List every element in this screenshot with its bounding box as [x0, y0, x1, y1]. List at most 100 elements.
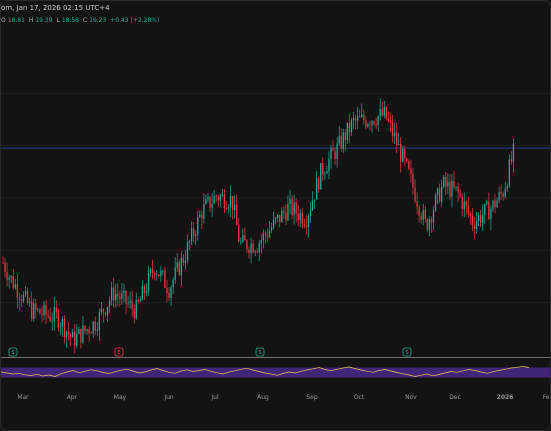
candle-up [190, 228, 193, 242]
candle-up [37, 309, 39, 310]
close-value: 19.23 [89, 17, 107, 24]
candle-up [477, 215, 480, 222]
candle-down [500, 192, 502, 194]
candle-up [172, 279, 174, 288]
candle-down [119, 296, 121, 299]
candle-up [490, 208, 492, 220]
candle-up [250, 243, 252, 254]
candle-up [496, 200, 498, 208]
time-axis-label: 2026 [497, 394, 514, 401]
candle-up [78, 328, 80, 334]
time-axis-label: Jun [163, 394, 174, 401]
candle-up [463, 201, 465, 210]
change-value: +0.43 (+2.28%) [110, 17, 160, 24]
candle-up [383, 106, 385, 116]
candle-down [410, 168, 412, 174]
candle-up [402, 149, 404, 162]
candle-up [221, 194, 223, 196]
candle-up [51, 320, 53, 322]
candle-up [443, 176, 445, 187]
open-value: 18.81 [7, 17, 25, 24]
candle-down [244, 235, 246, 241]
candle-up [227, 207, 230, 209]
candle-up [320, 163, 322, 190]
candle-down [152, 269, 154, 274]
candle-down [473, 225, 476, 229]
candle-up [139, 299, 141, 302]
time-axis-label: May [114, 394, 127, 401]
candle-down [217, 196, 219, 201]
candle-down [47, 314, 49, 317]
candle-down [223, 194, 226, 209]
candle-down [18, 297, 21, 300]
candle-down [80, 328, 82, 343]
candle-up [121, 293, 123, 299]
candle-down [348, 122, 351, 133]
candle-down [117, 293, 119, 297]
candle-up [455, 186, 457, 188]
candle-up [508, 159, 510, 186]
candle-down [469, 213, 472, 216]
time-axis-label: Oct [354, 394, 365, 401]
indicator-line [1, 366, 530, 377]
candle-down [16, 284, 18, 298]
candle-down [461, 196, 463, 210]
candle-down [74, 331, 76, 346]
candle-up [65, 331, 68, 338]
event-badge [255, 347, 265, 357]
candle-down [6, 272, 8, 280]
candle-up [270, 227, 273, 231]
candle-up [289, 198, 291, 205]
candle-up [123, 290, 125, 294]
candle-down [373, 121, 375, 124]
candle-up [482, 215, 484, 223]
candle-up [186, 242, 189, 261]
candle-down [201, 214, 203, 219]
candle-down [439, 188, 441, 202]
candle-down [31, 301, 33, 319]
candle-down [395, 132, 398, 145]
candle-up [170, 287, 172, 298]
candle-down [248, 249, 250, 254]
candle-up [342, 132, 344, 149]
candle-down [113, 287, 115, 301]
time-axis-label: Aug [257, 394, 269, 401]
candle-up [213, 196, 215, 204]
candle-up [8, 277, 10, 280]
candle-up [492, 200, 494, 209]
candle-down [70, 334, 72, 338]
candle-down [49, 316, 51, 322]
candle-up [174, 267, 176, 280]
time-axis-label: Nov [405, 394, 417, 401]
candle-down [471, 215, 474, 226]
indicator-band [1, 367, 550, 378]
candle-up [277, 214, 279, 218]
candle-up [145, 291, 148, 293]
candle-up [367, 124, 369, 127]
time-axis-label: Feb [543, 394, 551, 401]
time-axis-label: Jul [210, 394, 219, 401]
event-badge-letter: S [258, 350, 261, 356]
candle-down [297, 213, 299, 221]
candle-down [164, 270, 166, 288]
candle-down [215, 196, 217, 197]
candle-up [506, 185, 508, 189]
candle-down [133, 308, 135, 319]
candle-up [106, 306, 109, 315]
candle-down [279, 214, 281, 223]
candle-down [41, 313, 43, 316]
candle-down [104, 312, 107, 315]
candle-down [457, 186, 459, 193]
candle-down [20, 299, 23, 302]
candle-up [203, 203, 205, 219]
candle-down [209, 196, 211, 208]
candle-up [272, 219, 275, 228]
candle-up [10, 276, 12, 278]
candle-down [385, 106, 387, 119]
candle-up [484, 204, 486, 216]
candle-up [184, 260, 187, 263]
candle-down [389, 120, 392, 123]
candle-up [512, 143, 515, 162]
